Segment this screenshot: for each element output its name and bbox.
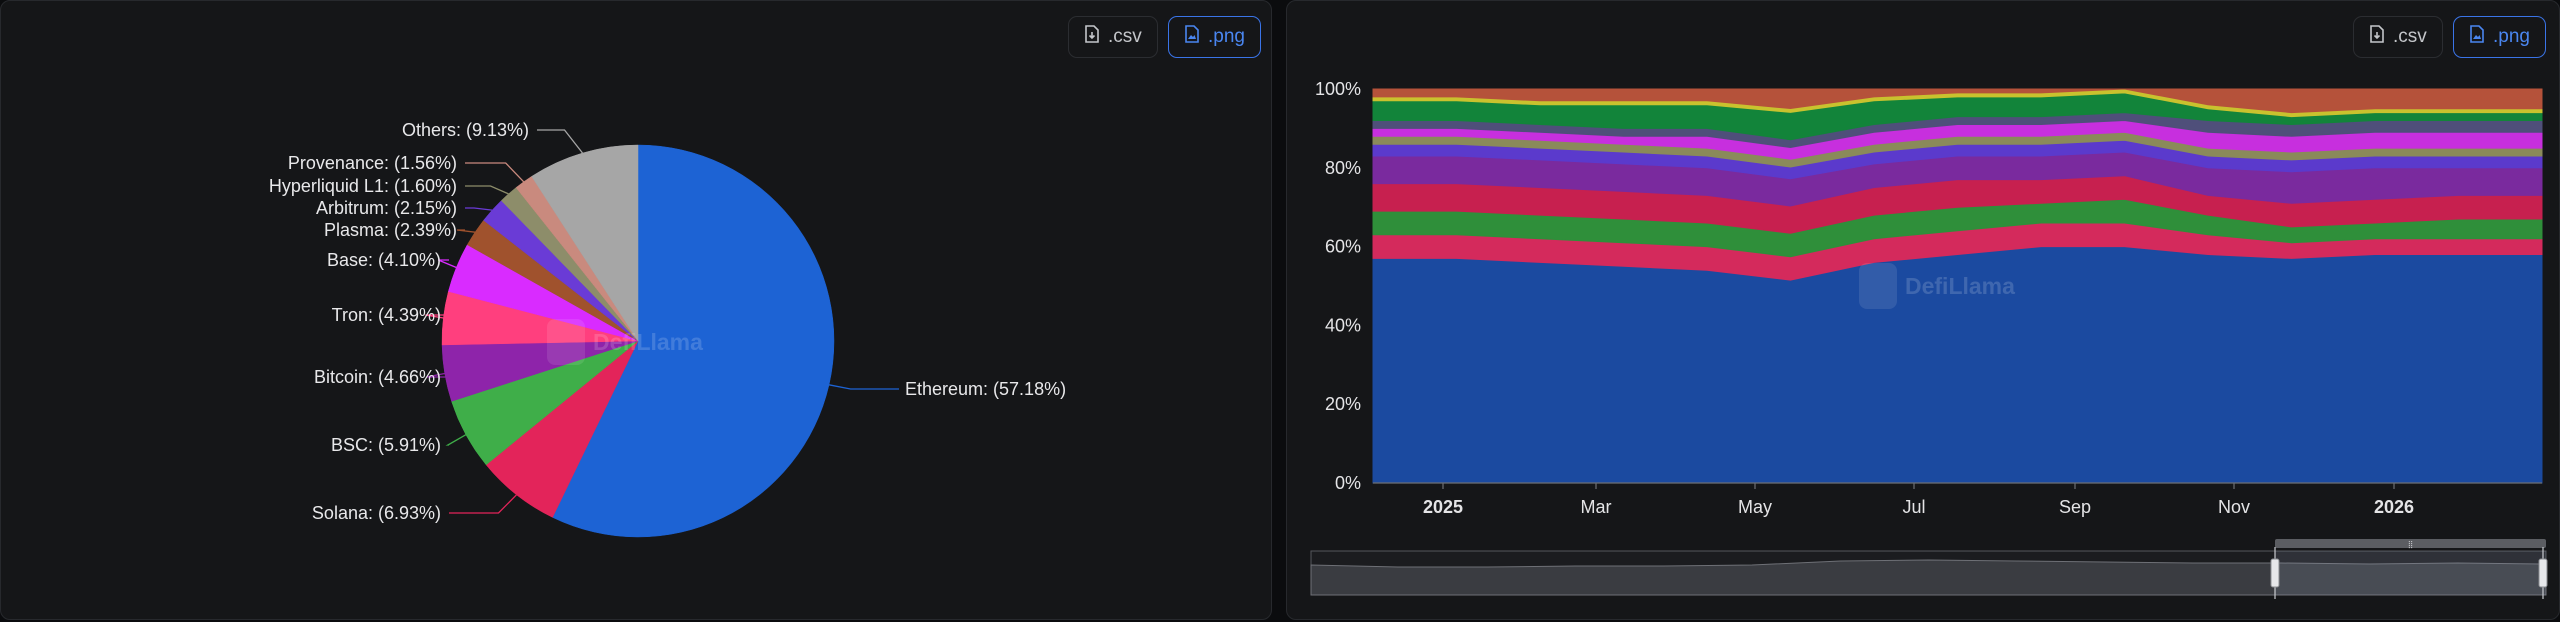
pie-label-base: Base: (4.10%) bbox=[327, 250, 457, 270]
x-tick-label: 2025 bbox=[1423, 497, 1463, 517]
y-tick-label: 60% bbox=[1325, 237, 1361, 257]
y-tick-label: 20% bbox=[1325, 394, 1361, 414]
png-button-label: .png bbox=[1208, 26, 1245, 47]
svg-text:Hyperliquid L1: (1.60%): Hyperliquid L1: (1.60%) bbox=[269, 176, 457, 196]
svg-text:Others: (9.13%): Others: (9.13%) bbox=[402, 120, 529, 140]
csv-download-button[interactable]: .csv bbox=[2353, 16, 2443, 58]
y-tick-label: 40% bbox=[1325, 315, 1361, 335]
file-download-icon bbox=[2369, 25, 2385, 49]
svg-text:Solana: (6.93%): Solana: (6.93%) bbox=[312, 503, 441, 523]
svg-text:Arbitrum: (2.15%): Arbitrum: (2.15%) bbox=[316, 198, 457, 218]
x-tick-label: Mar bbox=[1581, 497, 1612, 517]
x-tick-label: Jul bbox=[1902, 497, 1925, 517]
svg-text:BSC: (5.91%): BSC: (5.91%) bbox=[331, 435, 441, 455]
pie-label-solana: Solana: (6.93%) bbox=[312, 494, 517, 523]
pie-label-tron: Tron: (4.39%) bbox=[332, 305, 449, 325]
x-tick-label: May bbox=[1738, 497, 1772, 517]
x-tick-label: Sep bbox=[2059, 497, 2091, 517]
range-handle-left[interactable] bbox=[2270, 558, 2280, 588]
svg-text:Plasma: (2.39%): Plasma: (2.39%) bbox=[324, 220, 457, 240]
pie-chart-panel: .csv .png Ethereum: (57.18%) Solana: (6.9… bbox=[0, 0, 1272, 620]
pie-label-hyperliquid-l1: Hyperliquid L1: (1.60%) bbox=[269, 176, 509, 196]
csv-download-button[interactable]: .csv bbox=[1068, 16, 1158, 58]
svg-text:Bitcoin: (4.66%): Bitcoin: (4.66%) bbox=[314, 367, 441, 387]
file-image-icon bbox=[1184, 25, 1200, 49]
pie-chart: Ethereum: (57.18%) Solana: (6.93%) BSC: (5… bbox=[269, 120, 1066, 538]
pie-slice-ethereum[interactable] bbox=[552, 144, 835, 538]
pie-label-bitcoin: Bitcoin: (4.66%) bbox=[314, 367, 449, 387]
svg-text:Ethereum: (57.18%): Ethereum: (57.18%) bbox=[905, 379, 1066, 399]
svg-text:Tron: (4.39%): Tron: (4.39%) bbox=[332, 305, 441, 325]
png-button-label: .png bbox=[2493, 26, 2530, 47]
y-tick-label: 100% bbox=[1315, 79, 1361, 99]
file-image-icon bbox=[2469, 25, 2485, 49]
pie-label-arbitrum: Arbitrum: (2.15%) bbox=[316, 198, 493, 218]
area-series-0 bbox=[1372, 246, 2543, 484]
y-tick-label: 80% bbox=[1325, 158, 1361, 178]
csv-button-label: .csv bbox=[2393, 26, 2427, 47]
x-tick-label: Nov bbox=[2218, 497, 2250, 517]
range-slider-preview bbox=[1310, 559, 2547, 596]
drag-grip-icon: ⦙⦙ bbox=[2408, 540, 2412, 551]
svg-text:Provenance: (1.56%): Provenance: (1.56%) bbox=[288, 153, 457, 173]
pie-label-provenance: Provenance: (1.56%) bbox=[288, 153, 525, 183]
stacked-area-chart: 0% 20% 40% 60% 80% 100% 2025 Mar May Jul Sep Nov 202… bbox=[1310, 79, 2548, 599]
pie-label-others: Others: (9.13%) bbox=[402, 120, 584, 154]
pie-label-plasma: Plasma: (2.39%) bbox=[324, 220, 476, 240]
area-series-11 bbox=[1372, 88, 2543, 114]
range-slider-drag-bar[interactable] bbox=[2275, 539, 2546, 548]
x-tick-label: 2026 bbox=[2374, 497, 2414, 517]
pie-label-bsc: BSC: (5.91%) bbox=[331, 434, 467, 455]
area-chart-panel: .csv .png 0% 20% 40% 60% 80% 100% 2025 Mar May Ju… bbox=[1286, 0, 2560, 620]
range-handle-right[interactable] bbox=[2538, 558, 2548, 588]
y-tick-label: 0% bbox=[1335, 473, 1361, 493]
pie-label-ethereum: Ethereum: (57.18%) bbox=[828, 379, 1066, 399]
png-download-button[interactable]: .png bbox=[1168, 16, 1261, 58]
svg-text:Base: (4.10%): Base: (4.10%) bbox=[327, 250, 441, 270]
csv-button-label: .csv bbox=[1108, 26, 1142, 47]
png-download-button[interactable]: .png bbox=[2453, 16, 2546, 58]
pie-slice-others[interactable] bbox=[531, 144, 639, 342]
range-slider-selection[interactable] bbox=[2275, 551, 2546, 595]
file-download-icon bbox=[1084, 25, 1100, 49]
